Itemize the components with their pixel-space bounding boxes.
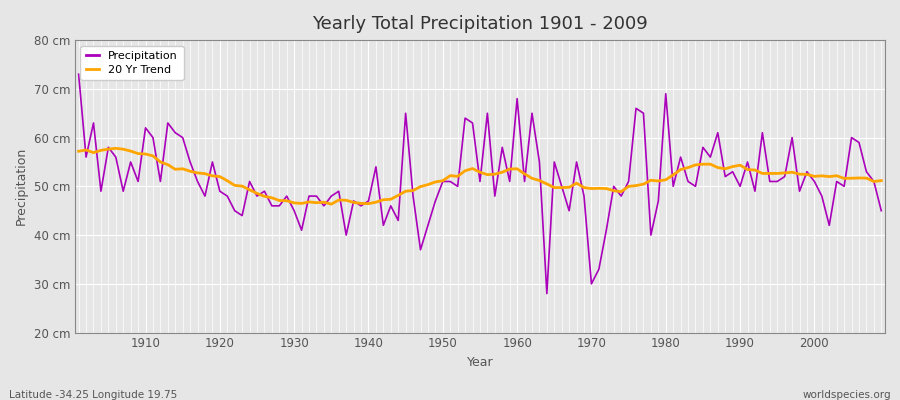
20 Yr Trend bbox=[876, 178, 886, 183]
20 Yr Trend bbox=[111, 146, 122, 151]
X-axis label: Year: Year bbox=[466, 356, 493, 369]
20 Yr Trend bbox=[616, 189, 626, 194]
Title: Yearly Total Precipitation 1901 - 2009: Yearly Total Precipitation 1901 - 2009 bbox=[312, 15, 648, 33]
20 Yr Trend bbox=[73, 149, 84, 154]
Precipitation bbox=[542, 291, 553, 296]
Text: worldspecies.org: worldspecies.org bbox=[803, 390, 891, 400]
Line: Precipitation: Precipitation bbox=[78, 74, 881, 294]
20 Yr Trend bbox=[356, 201, 366, 206]
Y-axis label: Precipitation: Precipitation bbox=[15, 147, 28, 226]
Precipitation bbox=[132, 179, 143, 184]
Precipitation bbox=[876, 208, 886, 213]
20 Yr Trend bbox=[140, 152, 151, 156]
20 Yr Trend bbox=[519, 172, 530, 176]
Text: Latitude -34.25 Longitude 19.75: Latitude -34.25 Longitude 19.75 bbox=[9, 390, 177, 400]
Precipitation bbox=[608, 184, 619, 189]
Legend: Precipitation, 20 Yr Trend: Precipitation, 20 Yr Trend bbox=[80, 46, 184, 80]
Precipitation bbox=[512, 96, 523, 101]
Precipitation bbox=[73, 72, 84, 77]
Precipitation bbox=[296, 228, 307, 233]
Precipitation bbox=[504, 179, 515, 184]
20 Yr Trend bbox=[526, 176, 537, 181]
Precipitation bbox=[341, 233, 352, 238]
20 Yr Trend bbox=[326, 202, 337, 206]
Line: 20 Yr Trend: 20 Yr Trend bbox=[78, 148, 881, 204]
20 Yr Trend bbox=[303, 200, 314, 204]
